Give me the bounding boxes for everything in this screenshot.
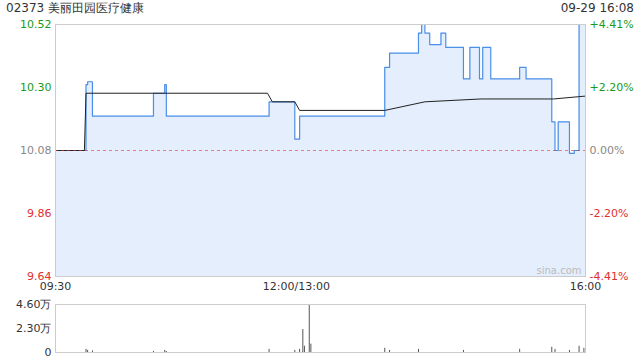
svg-text:10.30: 10.30 (20, 81, 52, 94)
svg-text:4.60万: 4.60万 (16, 298, 52, 311)
svg-text:0.00%: 0.00% (590, 144, 625, 157)
svg-text:+4.41%: +4.41% (590, 18, 634, 31)
svg-text:-2.20%: -2.20% (590, 207, 629, 220)
svg-text:9.64: 9.64 (27, 270, 52, 283)
svg-text:10.52: 10.52 (20, 18, 52, 31)
svg-text:12:00/13:00: 12:00/13:00 (263, 280, 330, 293)
svg-text:09:30: 09:30 (39, 280, 72, 294)
svg-text:2.30万: 2.30万 (16, 322, 52, 335)
svg-text:+2.20%: +2.20% (590, 81, 634, 94)
html-text:09-29 16:08: 09-29 16:08 (560, 1, 634, 15)
svg-text:sina.com: sina.com (537, 265, 582, 276)
svg-text:16:00: 16:00 (570, 280, 602, 293)
svg-text:10.08: 10.08 (20, 144, 52, 157)
svg-text:9.86: 9.86 (27, 207, 52, 220)
svg-text:-4.41%: -4.41% (590, 270, 629, 283)
svg-text:0: 0 (45, 346, 52, 356)
html-text:02373 美丽田园医疗健康: 02373 美丽田园医疗健康 (6, 0, 144, 15)
